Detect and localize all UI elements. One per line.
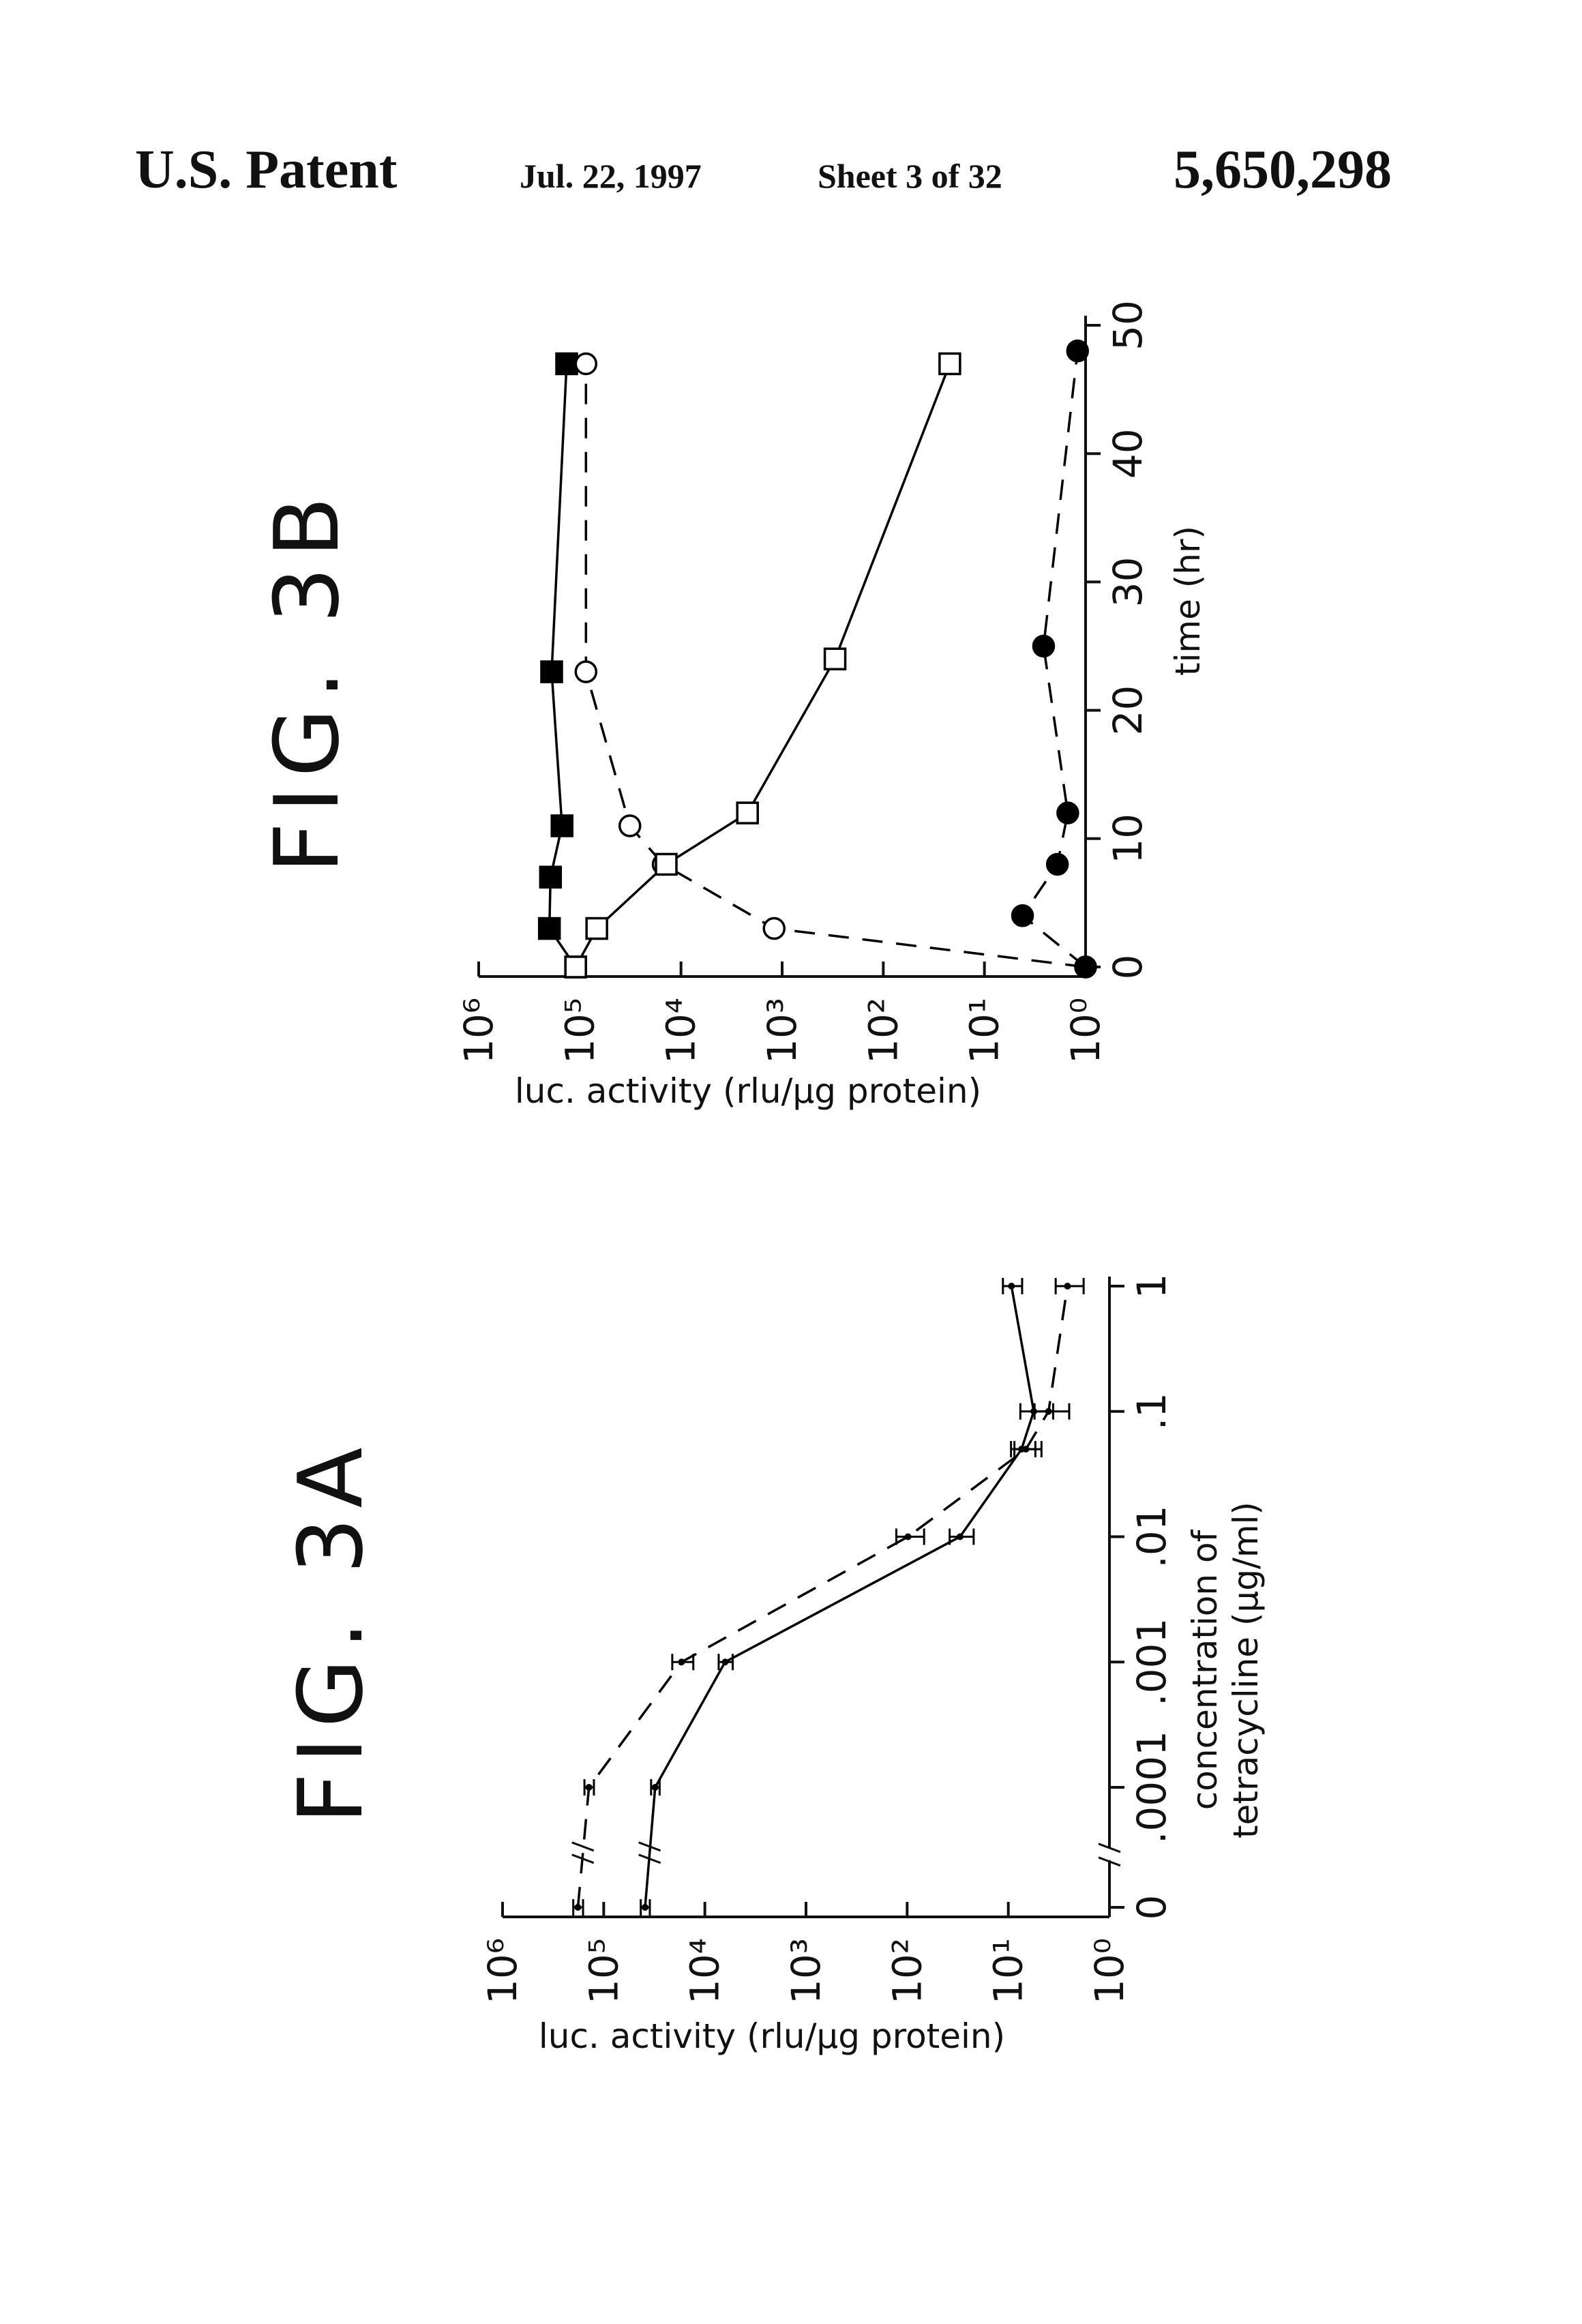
y-tick-label: 10³ bbox=[783, 1938, 829, 2004]
marker bbox=[586, 1785, 592, 1790]
marker bbox=[565, 957, 586, 977]
marker bbox=[541, 661, 562, 682]
marker bbox=[656, 854, 676, 874]
marker bbox=[642, 1905, 648, 1910]
marker bbox=[1075, 957, 1096, 977]
x-tick-label: 0 bbox=[1105, 955, 1151, 980]
patent-sheet: U.S. Patent Jul. 22, 1997 Sheet 3 of 32 … bbox=[0, 0, 1582, 2324]
y-tick-label: 10⁵ bbox=[580, 1938, 627, 2004]
y-tick-label: 10⁵ bbox=[556, 998, 603, 1064]
sheet-number: Sheet 3 of 32 bbox=[818, 157, 1002, 195]
marker bbox=[722, 1659, 728, 1665]
x-tick-label: 0 bbox=[1129, 1895, 1175, 1920]
patent-label: U.S. Patent bbox=[135, 140, 398, 200]
marker bbox=[1013, 906, 1033, 926]
x-tick-label: 10 bbox=[1105, 814, 1151, 864]
x-tick-label: 40 bbox=[1105, 428, 1151, 479]
marker bbox=[1009, 1283, 1014, 1289]
marker bbox=[653, 1785, 658, 1790]
marker bbox=[1047, 854, 1068, 874]
page: U.S. Patent Jul. 22, 1997 Sheet 3 of 32 … bbox=[0, 0, 1582, 2324]
marker bbox=[906, 1534, 911, 1540]
marker bbox=[1023, 1446, 1028, 1452]
y-axis-title: luc. activity (rlu/µg protein) bbox=[539, 2016, 1005, 2056]
marker bbox=[620, 816, 640, 836]
chart-title: FIG. 3B bbox=[255, 487, 359, 873]
x-tick-label: .01 bbox=[1129, 1505, 1175, 1568]
y-tick-label: 10⁴ bbox=[658, 998, 704, 1064]
marker bbox=[957, 1534, 963, 1540]
y-tick-label: 10¹ bbox=[985, 1938, 1032, 2004]
y-tick-label: 10¹ bbox=[961, 998, 1008, 1064]
y-tick-label: 10² bbox=[884, 1938, 930, 2004]
x-tick-label: .001 bbox=[1129, 1618, 1175, 1706]
marker bbox=[556, 353, 577, 374]
x-tick-label: 30 bbox=[1105, 556, 1151, 607]
y-tick-label: 10⁶ bbox=[456, 998, 502, 1064]
marker bbox=[1058, 803, 1078, 823]
x-tick-label: 50 bbox=[1105, 300, 1151, 351]
marker bbox=[586, 919, 607, 939]
x-tick-label: 20 bbox=[1105, 685, 1151, 736]
marker bbox=[940, 353, 960, 374]
marker bbox=[678, 1659, 684, 1665]
x-tick-label: .1 bbox=[1129, 1392, 1175, 1430]
y-tick-label: 10⁰ bbox=[1062, 998, 1109, 1064]
x-axis-title: tetracycline (µg/ml) bbox=[1226, 1502, 1266, 1838]
marker bbox=[1033, 636, 1054, 657]
patent-number: 5,650,298 bbox=[1174, 140, 1392, 200]
patent-date: Jul. 22, 1997 bbox=[520, 157, 702, 195]
marker bbox=[552, 816, 572, 836]
y-tick-label: 10² bbox=[860, 998, 906, 1064]
y-axis-title: luc. activity (rlu/µg protein) bbox=[515, 1071, 981, 1111]
marker bbox=[1064, 1283, 1070, 1289]
x-tick-label: 1 bbox=[1129, 1274, 1175, 1299]
y-tick-label: 10⁰ bbox=[1086, 1938, 1133, 2004]
marker bbox=[1046, 1409, 1051, 1414]
marker bbox=[737, 803, 758, 823]
y-tick-label: 10⁶ bbox=[479, 1938, 526, 2004]
marker bbox=[575, 1905, 580, 1910]
x-axis-title: time (hr) bbox=[1168, 526, 1208, 676]
y-tick-label: 10⁴ bbox=[682, 1938, 728, 2004]
marker bbox=[576, 661, 596, 682]
chart-title: FIG. 3A bbox=[279, 1437, 383, 1823]
marker bbox=[540, 867, 561, 887]
marker bbox=[539, 919, 560, 939]
x-tick-label: .0001 bbox=[1129, 1731, 1175, 1844]
marker bbox=[825, 649, 846, 669]
marker bbox=[1067, 341, 1088, 361]
marker bbox=[576, 353, 596, 374]
x-axis-title: concentration of bbox=[1185, 1529, 1225, 1810]
y-tick-label: 10³ bbox=[759, 998, 805, 1064]
marker bbox=[764, 919, 784, 939]
